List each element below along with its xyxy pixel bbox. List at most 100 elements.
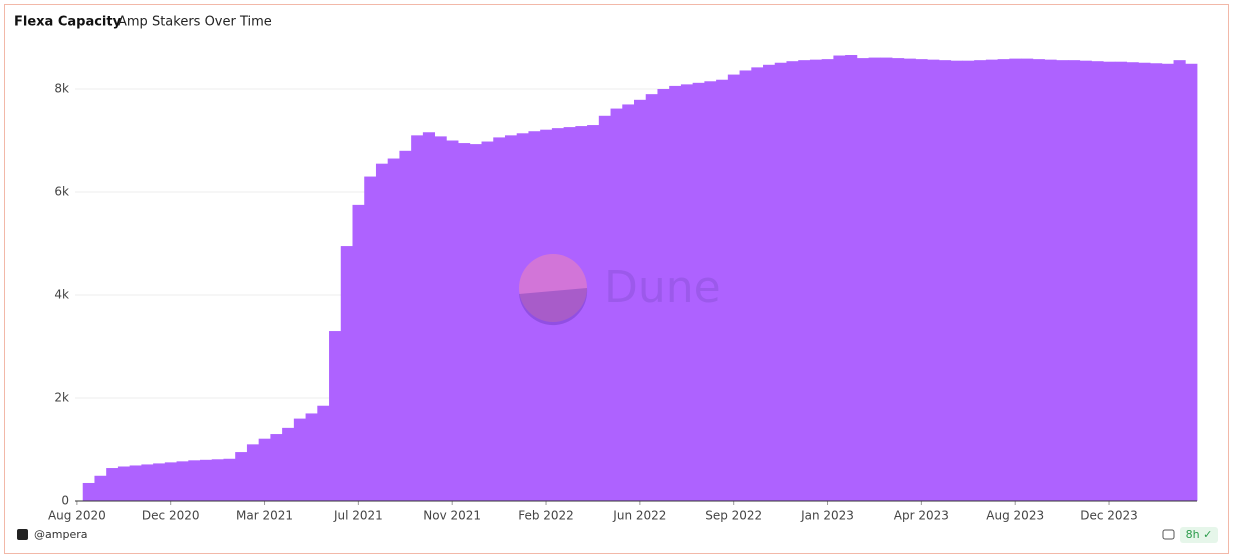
bar bbox=[1067, 60, 1081, 501]
x-tick-label: Aug 2020 bbox=[48, 509, 106, 523]
y-tick-label: 4k bbox=[54, 288, 69, 302]
bar bbox=[551, 128, 565, 501]
bar bbox=[200, 459, 213, 501]
bar bbox=[1056, 60, 1069, 501]
bar bbox=[305, 413, 318, 501]
author: @ampera bbox=[34, 528, 87, 541]
bar bbox=[739, 70, 752, 502]
bar bbox=[94, 475, 107, 501]
bar bbox=[106, 468, 119, 501]
bar bbox=[164, 462, 177, 501]
bar bbox=[1138, 62, 1151, 502]
x-tick-label: Dec 2023 bbox=[1080, 509, 1138, 523]
x-tick-label: Jun 2022 bbox=[612, 509, 666, 523]
bar bbox=[997, 59, 1010, 501]
bar bbox=[481, 141, 494, 501]
bar bbox=[809, 59, 823, 502]
bar bbox=[598, 115, 611, 501]
bar bbox=[270, 434, 283, 501]
x-tick-label: Nov 2021 bbox=[423, 509, 481, 523]
bar bbox=[610, 108, 623, 501]
bar bbox=[82, 482, 95, 501]
bar bbox=[1091, 61, 1104, 501]
bar bbox=[927, 59, 940, 502]
bar bbox=[786, 61, 799, 501]
bar bbox=[375, 163, 389, 502]
x-tick-label: Apr 2023 bbox=[894, 509, 949, 523]
bar bbox=[211, 459, 224, 501]
bar bbox=[399, 150, 412, 502]
bar bbox=[364, 176, 377, 502]
chart-title: Flexa Capacity bbox=[14, 15, 122, 30]
x-tick-label: Dec 2020 bbox=[142, 509, 200, 523]
bar bbox=[798, 60, 811, 501]
bar bbox=[469, 144, 482, 502]
bar bbox=[422, 132, 436, 501]
refresh-badge[interactable]: 8h ✓ bbox=[1180, 527, 1218, 543]
watermark-logo-part bbox=[519, 288, 588, 326]
bar bbox=[317, 405, 330, 501]
bar bbox=[763, 64, 776, 502]
bar bbox=[962, 60, 975, 502]
bar bbox=[716, 79, 729, 501]
plot-area: 0 2k 4k 6k 8k Aug 2020 Dec 2020 Mar 2021 Jul 202… bbox=[48, 55, 1198, 523]
bar bbox=[680, 84, 694, 502]
bar bbox=[235, 452, 248, 501]
watermark-logo bbox=[519, 254, 587, 322]
bar bbox=[352, 204, 365, 501]
bar bbox=[176, 461, 189, 501]
bar bbox=[915, 59, 928, 501]
bar bbox=[727, 74, 740, 501]
bar bbox=[704, 81, 717, 502]
bar bbox=[340, 246, 353, 501]
bar bbox=[1126, 62, 1139, 501]
y-tick-label: 2k bbox=[54, 391, 69, 405]
bar bbox=[153, 463, 166, 501]
bar bbox=[1150, 63, 1163, 501]
x-tick-label: Jan 2023 bbox=[800, 509, 854, 523]
bar bbox=[692, 82, 705, 501]
bar bbox=[434, 136, 447, 501]
x-tick-label: Mar 2021 bbox=[236, 509, 293, 523]
bar bbox=[622, 104, 635, 501]
bar bbox=[1009, 58, 1022, 502]
chart-subtitle: Amp Stakers Over Time bbox=[118, 15, 272, 30]
y-tick-label: 6k bbox=[54, 185, 69, 199]
bar bbox=[516, 133, 529, 502]
x-tick-label: Sep 2022 bbox=[705, 509, 762, 523]
bar bbox=[141, 464, 154, 501]
bar bbox=[645, 94, 658, 502]
bar bbox=[938, 60, 952, 501]
bar bbox=[950, 60, 963, 502]
bar bbox=[282, 427, 295, 501]
bar bbox=[1103, 61, 1116, 502]
bar bbox=[129, 465, 142, 501]
watermark: Dune bbox=[604, 262, 721, 313]
bar bbox=[774, 62, 787, 502]
bar bbox=[634, 99, 647, 501]
bar bbox=[329, 331, 342, 501]
bar bbox=[868, 57, 881, 502]
bar bbox=[892, 58, 905, 501]
bar bbox=[1044, 59, 1057, 502]
bar bbox=[1079, 60, 1092, 502]
bar bbox=[974, 60, 987, 501]
bar bbox=[1161, 63, 1174, 501]
screenshot-icon[interactable] bbox=[1162, 529, 1175, 540]
bar bbox=[821, 59, 834, 501]
bar bbox=[528, 131, 541, 502]
bar bbox=[387, 158, 400, 501]
chart-frame bbox=[4, 4, 1229, 554]
bar bbox=[411, 135, 424, 501]
bar bbox=[880, 57, 893, 502]
x-tick-label: Feb 2022 bbox=[518, 509, 574, 523]
bar bbox=[293, 418, 306, 501]
bar bbox=[258, 438, 271, 501]
bar bbox=[223, 458, 236, 501]
bar bbox=[504, 135, 518, 501]
bar bbox=[903, 58, 916, 502]
bar bbox=[540, 129, 553, 501]
bar bbox=[575, 126, 588, 501]
